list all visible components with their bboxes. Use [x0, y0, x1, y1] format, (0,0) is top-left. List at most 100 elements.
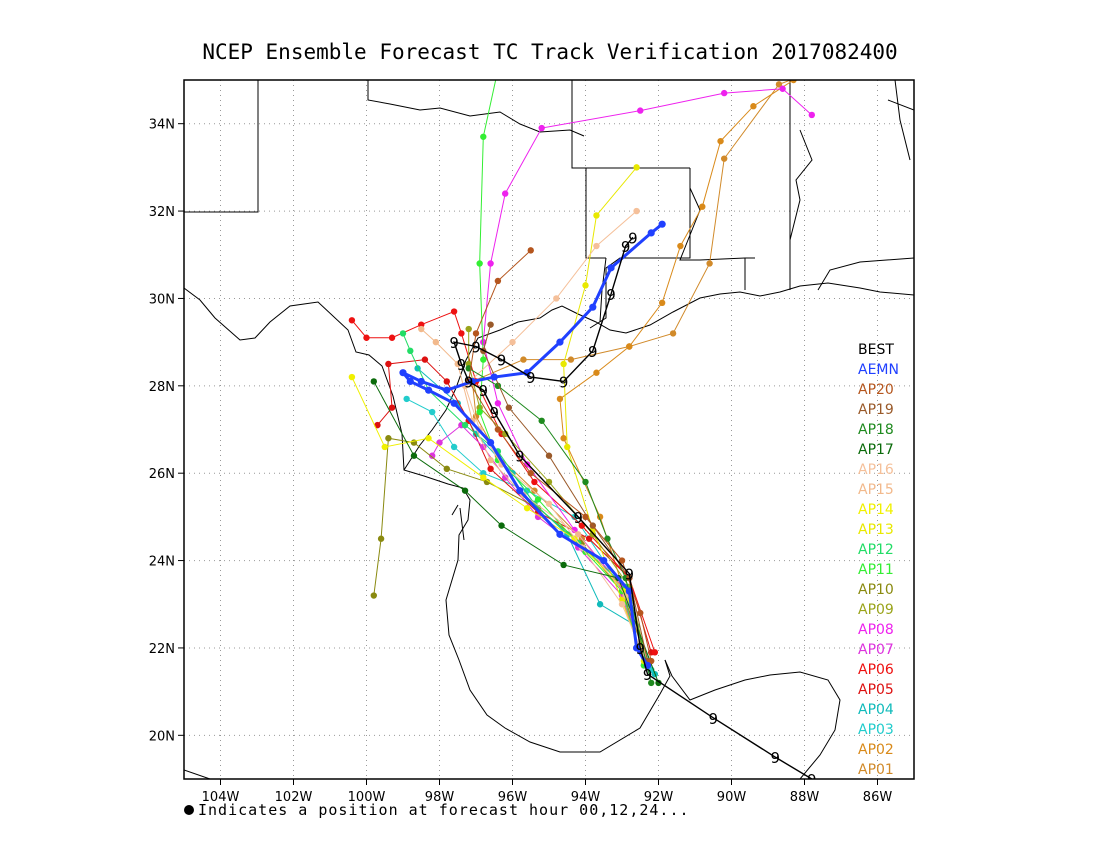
legend-item-ap03: AP03	[858, 722, 894, 738]
track-line-ap11	[479, 80, 645, 666]
track-point-ap05	[388, 404, 396, 411]
lon-tick-label: 90W	[717, 790, 747, 805]
track-point-ap19	[545, 452, 553, 459]
boundary-line	[367, 80, 585, 137]
track-point-aemn	[516, 487, 524, 495]
coastline	[403, 282, 914, 471]
lat-tick-label: 24N	[149, 555, 175, 570]
lon-tick-label: 86W	[863, 790, 893, 805]
map-frame	[183, 79, 915, 780]
track-point-ap14	[480, 474, 487, 481]
track-point-ap12	[399, 330, 407, 337]
boundary-line	[585, 168, 606, 259]
track-point-ap10	[385, 435, 392, 442]
hurricane-symbol-icon: 9	[464, 373, 474, 391]
track-point-ap09	[545, 478, 553, 486]
track-point-ap02	[658, 299, 666, 307]
track-point-ap10	[443, 465, 450, 473]
track-point-ap08	[637, 107, 644, 114]
hurricane-symbol-icon: 9	[621, 238, 631, 256]
coastline	[184, 287, 671, 753]
legend-item-ap18: AP18	[858, 422, 894, 438]
legend-item-ap07: AP07	[858, 642, 894, 658]
hurricane-symbol-icon: 9	[573, 509, 583, 527]
track-point-ap12	[461, 421, 469, 429]
legend-item-ap15: AP15	[858, 482, 894, 498]
track-point-ap20	[637, 609, 644, 617]
hurricane-symbol-icon: 9	[771, 749, 781, 767]
track-point-ap02	[699, 203, 706, 210]
track-line-ap17	[373, 381, 659, 684]
legend-item-ap02: AP02	[858, 742, 894, 758]
track-point-ap07	[534, 513, 542, 521]
track-point-ap20	[527, 247, 534, 254]
track-point-ap15	[487, 456, 494, 464]
lat-tick-label: 22N	[149, 642, 175, 657]
track-point-ap11	[480, 356, 487, 363]
track-line-ap05	[377, 359, 652, 653]
track-point-ap16	[509, 338, 516, 346]
track-point-ap20	[494, 277, 502, 285]
track-point-ap14	[348, 373, 356, 381]
track-point-ap02	[556, 395, 564, 403]
hurricane-symbol-icon: 9	[479, 382, 489, 400]
lon-tick-label: 98W	[425, 790, 455, 805]
track-point-aemn	[607, 264, 615, 272]
track-point-ap19	[505, 404, 513, 411]
hurricane-symbol-icon: 9	[708, 710, 718, 728]
track-point-ap13	[560, 360, 567, 368]
track-point-ap19	[487, 321, 494, 328]
track-point-ap18	[582, 478, 589, 486]
hurricane-symbol-icon: 9	[635, 640, 645, 658]
track-point-ap03	[403, 395, 410, 403]
chart-title: NCEP Ensemble Forecast TC Track Verifica…	[202, 40, 898, 64]
track-point-ap08	[571, 526, 578, 534]
track-point-ap13	[633, 164, 640, 171]
track-point-ap02	[790, 80, 797, 84]
track-point-aemn	[417, 377, 425, 386]
legend-item-ap16: AP16	[858, 462, 894, 478]
lon-tick-label: 102W	[275, 790, 313, 805]
hurricane-symbol-icon: 9	[606, 286, 616, 304]
track-point-ap13	[593, 212, 600, 219]
boundary-line	[451, 504, 459, 516]
track-point-ap20	[494, 426, 502, 433]
legend-item-ap09: AP09	[858, 602, 894, 618]
track-point-ap20	[618, 557, 626, 564]
track-point-ap03	[429, 408, 436, 416]
track-point-ap06	[578, 522, 586, 529]
boundary-line	[589, 168, 691, 329]
footer-note-text: Indicates a position at forecast hour 00…	[198, 801, 690, 819]
track-point-ap05	[385, 360, 392, 368]
boundary-line	[789, 129, 813, 241]
boundary-line	[459, 507, 465, 541]
forecast-position-marker-icon	[184, 805, 194, 815]
boundary-line	[817, 257, 914, 291]
track-point-ap16	[618, 601, 626, 608]
track-point-ap10	[370, 592, 377, 599]
track-point-ap01	[567, 356, 575, 363]
track-point-ap05	[421, 356, 429, 363]
track-point-ap06	[363, 334, 370, 341]
track-point-ap11	[480, 133, 487, 140]
track-point-ap01	[834, 59, 840, 65]
boundary-line	[894, 80, 911, 161]
track-point-ap07	[436, 439, 443, 446]
track-point-aemn	[487, 439, 495, 447]
track-point-ap16	[633, 207, 640, 215]
track-point-aemn	[589, 303, 597, 311]
track-point-ap03	[450, 443, 458, 451]
track-point-ap07	[502, 474, 509, 481]
track-point-ap05	[443, 378, 450, 385]
track-point-ap01	[520, 356, 527, 363]
track-point-ap18	[604, 535, 611, 542]
hurricane-symbol-icon: 9	[471, 338, 481, 356]
legend-item-ap12: AP12	[858, 542, 894, 558]
track-line-ap13	[563, 167, 645, 662]
track-point-ap11	[476, 408, 483, 416]
track-point-ap01	[669, 330, 677, 337]
track-point-ap20	[582, 513, 589, 521]
track-line-ap14	[351, 376, 649, 662]
track-point-ap09	[465, 325, 472, 333]
track-point-ap06	[450, 308, 458, 315]
